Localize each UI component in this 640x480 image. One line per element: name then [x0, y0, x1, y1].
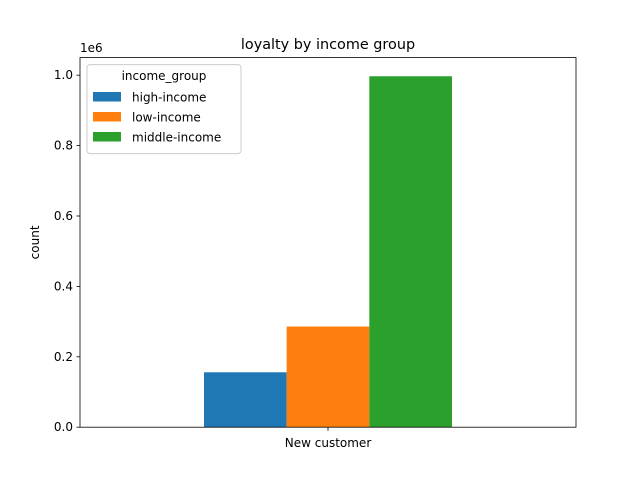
- x-axis: New customer: [285, 427, 372, 450]
- legend-title: income_group: [122, 69, 207, 83]
- legend-label-low-income: low-income: [132, 111, 201, 125]
- x-tick-label: New customer: [285, 436, 372, 450]
- legend-swatch-high-income: [93, 92, 121, 102]
- y-axis-label: count: [28, 225, 42, 259]
- chart-title: loyalty by income group: [241, 37, 415, 53]
- bar-middle-income-new-customer: [369, 76, 452, 428]
- bars-group: [204, 76, 452, 428]
- y-tick-label: 0.0: [54, 420, 73, 434]
- legend-swatch-low-income: [93, 112, 121, 122]
- y-tick-label: 0.4: [54, 279, 73, 293]
- legend-label-high-income: high-income: [132, 91, 206, 105]
- legend-label-middle-income: middle-income: [132, 131, 221, 145]
- bar-high-income-new-customer: [204, 372, 287, 428]
- legend-swatch-middle-income: [93, 132, 121, 142]
- y-tick-label: 0.2: [54, 350, 73, 364]
- y-axis: 0.0 0.2 0.4 0.6 0.8 1.0: [54, 68, 80, 434]
- legend-box: [86, 64, 242, 155]
- y-offset-text: 1e6: [80, 41, 103, 55]
- y-tick-label: 0.6: [54, 209, 73, 223]
- legend: income_group high-income low-income middle…: [86, 64, 242, 155]
- bar-low-income-new-customer: [286, 326, 370, 428]
- y-tick-label: 1.0: [54, 68, 73, 82]
- y-tick-label: 0.8: [54, 139, 73, 153]
